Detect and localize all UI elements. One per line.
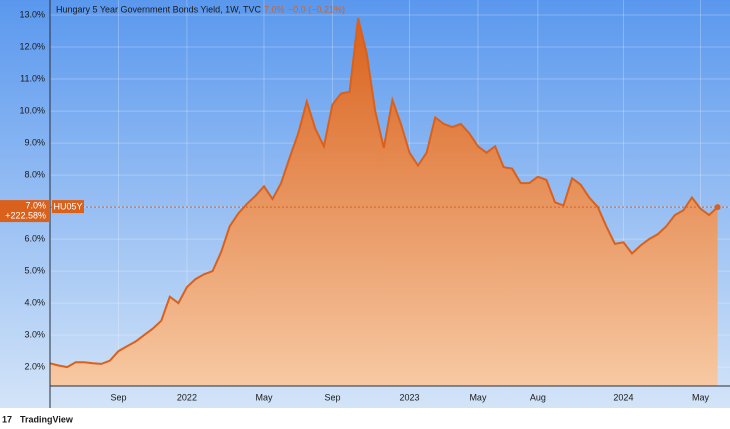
y-tick-label: 9.0% [24, 137, 45, 147]
chart-title: Hungary 5 Year Government Bonds Yield, 1… [56, 4, 261, 14]
price-line [49, 17, 719, 369]
x-tick-label: May [692, 392, 710, 402]
price-label: 7.0% [25, 200, 46, 210]
y-tick-label: 4.0% [24, 297, 45, 307]
price-label-box [0, 200, 50, 223]
header-change: −0.0 (−0.21%) [288, 4, 345, 14]
y-tick-label: 3.0% [24, 329, 45, 339]
y-tick-label: 5.0% [24, 265, 45, 275]
last-price-dot [714, 204, 721, 211]
x-tick-label: 2024 [613, 392, 633, 402]
y-tick-label: 2.0% [24, 361, 45, 371]
brand-logo: 17 [2, 414, 12, 424]
x-tick-label: 2022 [177, 392, 197, 402]
area-fill [50, 18, 718, 386]
header-price: 7.0% [264, 4, 285, 14]
y-tick-label: 13.0% [19, 9, 45, 19]
y-tick-label: 11.0% [20, 73, 45, 83]
x-tick-label: Sep [324, 392, 340, 402]
change-label: +222.58% [5, 210, 46, 220]
y-tick-label: 8.0% [24, 169, 45, 179]
y-tick-label: 6.0% [24, 233, 45, 243]
x-tick-label: 2023 [399, 392, 419, 402]
x-tick-label: Sep [110, 392, 126, 402]
brand: TradingView [20, 414, 74, 424]
x-tick-label: Aug [530, 392, 546, 402]
y-tick-label: 12.0% [19, 41, 45, 51]
footer [0, 408, 730, 429]
symbol-box [52, 200, 84, 214]
y-tick-label: 10.0% [19, 105, 45, 115]
symbol-label: HU05Y [53, 201, 82, 211]
x-tick-label: May [255, 392, 273, 402]
x-tick-label: May [469, 392, 487, 402]
